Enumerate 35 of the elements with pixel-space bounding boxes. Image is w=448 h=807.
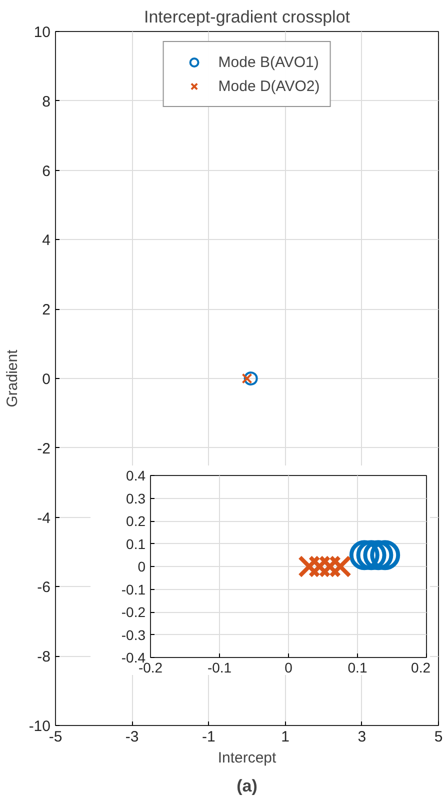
y-tick-label: -8 — [37, 648, 51, 666]
y-tick-label: -4 — [37, 510, 51, 527]
y-tick-label: -6 — [37, 579, 51, 596]
y-tick-label: -2 — [37, 440, 51, 458]
y-tick-label: 0.1 — [126, 536, 146, 552]
y-tick-label: -0.2 — [121, 604, 146, 620]
y-axis-title: Gradient — [4, 348, 21, 408]
y-tick-label: 6 — [42, 162, 50, 180]
x-tick-label: 0.1 — [348, 660, 368, 676]
y-tick-label: 0 — [138, 558, 146, 574]
legend-label: Mode D(AVO2) — [218, 78, 320, 94]
text: (a) — [236, 776, 258, 796]
y-tick-label: -0.3 — [121, 626, 146, 643]
chart-title: Intercept-gradient crossplot — [144, 8, 350, 26]
y-tick-label: 0 — [42, 371, 50, 388]
y-tick-label: 4 — [42, 232, 50, 250]
y-tick-label: -10 — [28, 718, 51, 735]
x-tick-label: -5 — [48, 728, 62, 746]
x-tick-label: 1 — [281, 728, 290, 746]
y-tick-label: -0.1 — [121, 581, 146, 598]
y-tick-label: 0.2 — [126, 513, 146, 529]
x-tick-label: 0.2 — [411, 660, 431, 676]
x-tick-label: 0 — [284, 660, 293, 676]
y-tick-label: 0.4 — [126, 468, 146, 484]
legend-label: Mode B(AVO1) — [218, 54, 319, 70]
x-tick-label: -0.1 — [207, 660, 232, 676]
y-tick-label: 10 — [34, 24, 51, 41]
y-tick-label: 2 — [42, 302, 50, 319]
x-tick-label: 5 — [434, 728, 443, 746]
x-tick-label: -1 — [202, 728, 216, 746]
x-tick-label: -3 — [125, 728, 139, 746]
x-tick-label: 3 — [358, 728, 366, 746]
y-tick-label: 0.3 — [126, 490, 146, 506]
x-axis-title: Intercept — [218, 750, 278, 766]
y-tick-label: 8 — [42, 93, 50, 110]
